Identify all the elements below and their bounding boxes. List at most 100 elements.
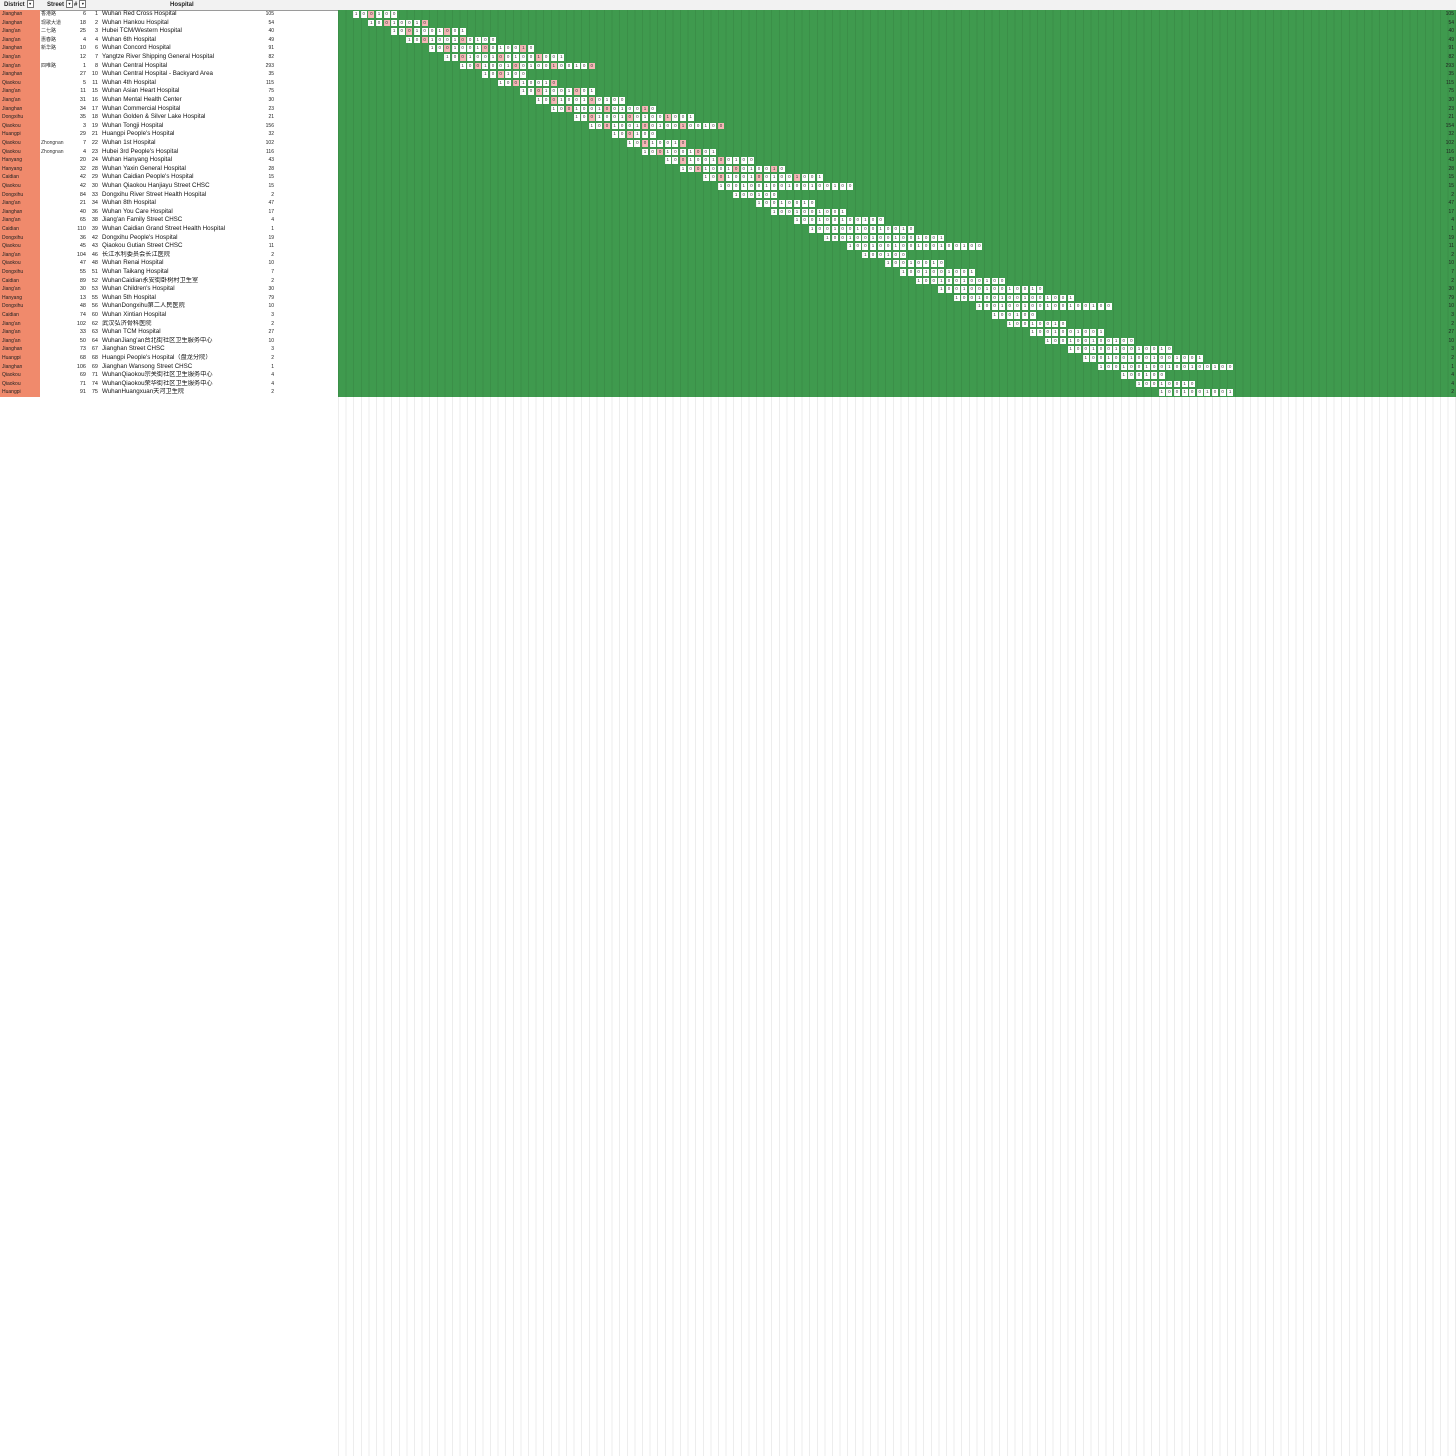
street-cell[interactable]: 四唯路 bbox=[41, 62, 57, 69]
day-cell[interactable]: 1 bbox=[474, 36, 481, 44]
day-cell[interactable]: 1 bbox=[596, 114, 603, 121]
day-cell[interactable]: 0 bbox=[1098, 337, 1104, 345]
day-cell[interactable]: 0 bbox=[1098, 303, 1104, 310]
day-cell[interactable]: 0 bbox=[512, 45, 519, 52]
day-cell[interactable]: 0 bbox=[1006, 312, 1013, 319]
street-cell[interactable] bbox=[41, 268, 71, 277]
day-cell[interactable]: 0 bbox=[938, 260, 945, 267]
rank-cell[interactable]: 11 bbox=[80, 88, 86, 95]
row-sum-cell[interactable]: 40 bbox=[1448, 28, 1454, 35]
rank-cell[interactable]: 30 bbox=[79, 286, 86, 293]
hospital-cell[interactable]: Wuhan Asian Heart Hospital bbox=[102, 87, 180, 95]
day-cell[interactable]: 1 bbox=[885, 260, 892, 267]
id-cell[interactable]: 46 bbox=[91, 251, 98, 258]
rank-cell[interactable]: 25 bbox=[79, 28, 86, 35]
row-sum-cell[interactable]: 54 bbox=[1448, 19, 1454, 26]
hospital-cell[interactable]: Huangpi People's Hospital（盘龙分院） bbox=[102, 354, 212, 361]
table-row[interactable]: Caidian 42 29 Wuhan Caidian People's Hospit… bbox=[0, 173, 1456, 182]
table-row[interactable]: Jianghan 34 17 Wuhan Commercial Hospital 23 1… bbox=[0, 104, 1456, 114]
day-cell[interactable]: 1 bbox=[391, 28, 398, 35]
day-cell[interactable]: 0 bbox=[611, 114, 618, 121]
day-cell[interactable]: 1 bbox=[444, 54, 451, 61]
day-cell[interactable]: 0 bbox=[1181, 363, 1188, 371]
day-cell[interactable]: 1 bbox=[680, 122, 686, 130]
id-cell[interactable]: 15 bbox=[91, 88, 98, 95]
district-cell[interactable]: Caidian bbox=[0, 173, 40, 182]
street-cell[interactable] bbox=[41, 259, 71, 268]
day-cell[interactable]: 1 bbox=[1113, 337, 1120, 345]
district-cell[interactable]: Jianghan bbox=[0, 362, 40, 372]
day-cell[interactable]: 1 bbox=[497, 45, 504, 52]
day-cell[interactable]: 1 bbox=[1006, 286, 1013, 293]
rank-cell[interactable]: 18 bbox=[79, 19, 86, 26]
district-cell[interactable]: Caidian bbox=[0, 225, 40, 234]
day-cell[interactable]: 0 bbox=[1006, 294, 1013, 302]
day-cell[interactable]: 0 bbox=[710, 122, 717, 130]
day-cell[interactable]: 1 bbox=[1143, 372, 1150, 379]
day-cell[interactable]: 0 bbox=[930, 243, 937, 250]
day-cell[interactable]: 1 bbox=[490, 54, 496, 61]
hospital-cell[interactable]: Wuhan Central Hospital - Backyard Area bbox=[102, 70, 213, 78]
hospital-cell[interactable]: Wuhan Tongji Hospital bbox=[102, 121, 164, 129]
table-row[interactable]: Jiang'an 33 63 Wuhan TCM Hospital 27 1 0 0 1 0 0 1 0… bbox=[0, 328, 1456, 337]
table-row[interactable]: Dongxihu 35 18 Wuhan Golden & Silver Lake H… bbox=[0, 113, 1456, 122]
hospital-cell[interactable]: Wuhan 6th Hospital bbox=[102, 35, 156, 43]
row-sum-cell[interactable]: 15 bbox=[1448, 183, 1454, 189]
day-cell[interactable]: 0 bbox=[566, 62, 572, 70]
table-row[interactable]: Qiaokou 3 19 Wuhan Tongji Hospital 156 1 0 0 1 0 0… bbox=[0, 121, 1456, 131]
day-cell[interactable]: 1 bbox=[786, 183, 793, 190]
day-cell[interactable]: 0 bbox=[809, 200, 816, 207]
id-cell[interactable]: 74 bbox=[91, 380, 98, 387]
total-cell[interactable]: 15 bbox=[268, 183, 274, 189]
day-cell[interactable]: 0 bbox=[1060, 303, 1066, 310]
day-cell[interactable]: 0 bbox=[801, 208, 808, 216]
day-cell[interactable]: 1 bbox=[900, 269, 907, 276]
day-cell[interactable]: 0 bbox=[968, 286, 975, 293]
day-cell[interactable]: 1 bbox=[839, 217, 846, 224]
day-cell[interactable]: 0 bbox=[999, 312, 1006, 319]
day-cell[interactable]: 0 bbox=[474, 62, 481, 70]
street-cell[interactable] bbox=[41, 251, 71, 260]
day-cell[interactable]: 0 bbox=[596, 97, 603, 104]
day-cell[interactable]: 1 bbox=[968, 269, 975, 276]
day-cell[interactable]: 0 bbox=[839, 183, 846, 190]
rank-cell[interactable]: 50 bbox=[79, 337, 86, 344]
day-cell[interactable]: 0 bbox=[360, 11, 367, 18]
day-cell[interactable]: 0 bbox=[490, 45, 496, 52]
street-cell[interactable] bbox=[41, 302, 71, 311]
street-cell[interactable] bbox=[41, 242, 71, 251]
day-cell[interactable]: 0 bbox=[1014, 286, 1021, 293]
street-cell[interactable]: 现歌大道 bbox=[41, 19, 62, 26]
day-cell[interactable]: 1 bbox=[1143, 363, 1150, 371]
street-cell[interactable] bbox=[41, 113, 71, 122]
day-cell[interactable]: 0 bbox=[649, 131, 656, 138]
day-cell[interactable]: 0 bbox=[649, 122, 656, 130]
day-cell[interactable]: 1 bbox=[680, 165, 686, 173]
day-cell[interactable]: 0 bbox=[1014, 320, 1021, 328]
day-cell[interactable]: 1 bbox=[520, 88, 527, 95]
rank-cell[interactable]: 4 bbox=[82, 148, 86, 155]
day-cell[interactable]: 1 bbox=[505, 62, 512, 70]
day-cell[interactable]: 1 bbox=[1022, 303, 1028, 310]
day-cell[interactable]: 1 bbox=[984, 286, 990, 293]
day-cell[interactable]: 0 bbox=[520, 71, 527, 78]
total-cell[interactable]: 105 bbox=[265, 11, 274, 17]
day-cell[interactable]: 1 bbox=[702, 165, 709, 173]
table-row[interactable]: Jiang'an 30 53 Wuhan Children's Hospital 30 1… bbox=[0, 285, 1456, 294]
day-cell[interactable]: 0 bbox=[794, 200, 800, 207]
day-cell[interactable]: 1 bbox=[611, 131, 618, 138]
total-cell[interactable]: 2 bbox=[271, 191, 274, 198]
day-cell[interactable]: 0 bbox=[588, 105, 595, 113]
hospital-cell[interactable]: Jiang'an Family Street CHSC bbox=[102, 216, 183, 224]
day-cell[interactable]: 1 bbox=[1044, 337, 1051, 345]
day-cell[interactable]: 0 bbox=[649, 114, 656, 121]
day-cell[interactable]: 1 bbox=[1067, 337, 1074, 345]
day-cell[interactable]: 0 bbox=[368, 11, 375, 18]
table-row[interactable]: Jiang'an 50 64 WuhanJiang'an台北街社区卫生服务中心 10 1 0… bbox=[0, 336, 1456, 346]
day-cell[interactable]: 0 bbox=[588, 114, 595, 121]
row-sum-cell[interactable]: 1 bbox=[1451, 363, 1454, 370]
street-cell[interactable] bbox=[41, 208, 71, 217]
day-cell[interactable]: 0 bbox=[550, 79, 557, 87]
day-cell[interactable]: 1 bbox=[892, 243, 899, 250]
day-cell[interactable]: 1 bbox=[1098, 329, 1104, 336]
